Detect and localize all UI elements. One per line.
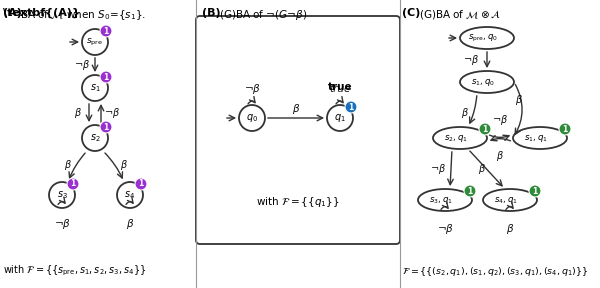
Text: 1: 1 bbox=[532, 187, 538, 196]
Ellipse shape bbox=[483, 189, 537, 211]
Text: $s_3, q_1$: $s_3, q_1$ bbox=[429, 194, 453, 206]
Text: $s_1, q_0$: $s_1, q_0$ bbox=[471, 77, 495, 88]
Text: $s_\mathrm{pre}, q_0$: $s_\mathrm{pre}, q_0$ bbox=[468, 33, 498, 43]
Text: $\neg\beta$: $\neg\beta$ bbox=[53, 217, 70, 231]
Text: 1: 1 bbox=[482, 124, 488, 134]
Text: with $\mathcal{F} = \{\{s_\mathrm{pre}, s_1, s_2, s_3, s_4\}\}$: with $\mathcal{F} = \{\{s_\mathrm{pre}, … bbox=[3, 264, 146, 278]
Circle shape bbox=[100, 71, 112, 83]
Circle shape bbox=[479, 123, 491, 135]
Circle shape bbox=[49, 182, 75, 208]
Ellipse shape bbox=[460, 71, 514, 93]
Text: $s_4, q_1$: $s_4, q_1$ bbox=[494, 194, 518, 206]
Text: $\beta$: $\beta$ bbox=[64, 158, 72, 171]
Text: $\beta$: $\beta$ bbox=[120, 158, 128, 171]
Text: $\neg\beta$: $\neg\beta$ bbox=[492, 113, 508, 127]
Text: 1: 1 bbox=[103, 73, 109, 82]
Text: BA of $\mathcal{M}$ when $S_0\!=\!\{s_1\}$.: BA of $\mathcal{M}$ when $S_0\!=\!\{s_1\… bbox=[20, 8, 146, 22]
Text: $\neg\beta$: $\neg\beta$ bbox=[104, 106, 120, 120]
Text: 1: 1 bbox=[103, 26, 109, 35]
Text: (A): (A) bbox=[3, 8, 22, 18]
Text: $s_1, q_1$: $s_1, q_1$ bbox=[524, 132, 548, 143]
Text: 1: 1 bbox=[467, 187, 473, 196]
Circle shape bbox=[559, 123, 571, 135]
Text: 1: 1 bbox=[70, 179, 76, 189]
Text: $\neg\beta$: $\neg\beta$ bbox=[463, 53, 479, 67]
Text: $\beta$: $\beta$ bbox=[292, 102, 300, 116]
Text: $\beta$: $\beta$ bbox=[515, 93, 523, 107]
Circle shape bbox=[464, 185, 476, 197]
Text: $s_2, q_1$: $s_2, q_1$ bbox=[444, 132, 468, 143]
Circle shape bbox=[239, 105, 265, 131]
Text: $s_4$: $s_4$ bbox=[124, 189, 136, 201]
Text: (G)BA of $\mathcal{M}\otimes\mathcal{A}$: (G)BA of $\mathcal{M}\otimes\mathcal{A}$ bbox=[419, 8, 501, 21]
Text: (B): (B) bbox=[202, 8, 221, 18]
Text: true: true bbox=[329, 84, 350, 94]
Circle shape bbox=[67, 178, 79, 190]
Text: (C): (C) bbox=[402, 8, 421, 18]
Ellipse shape bbox=[418, 189, 472, 211]
Text: $\neg\beta$: $\neg\beta$ bbox=[74, 58, 90, 72]
Circle shape bbox=[327, 105, 353, 131]
Text: $s_2$: $s_2$ bbox=[89, 132, 100, 144]
Text: $\beta$: $\beta$ bbox=[478, 162, 486, 176]
Text: $q_1$: $q_1$ bbox=[334, 112, 346, 124]
Circle shape bbox=[135, 178, 147, 190]
Text: with $\mathcal{F} = \{\{q_1\}\}$: with $\mathcal{F} = \{\{q_1\}\}$ bbox=[256, 195, 340, 209]
Text: 1: 1 bbox=[349, 103, 353, 111]
Text: $\mathcal{F} = \{\{(s_2,q_1),(s_1,q_2),(s_3,q_1),(s_4,q_1)\}\}$: $\mathcal{F} = \{\{(s_2,q_1),(s_1,q_2),(… bbox=[402, 265, 589, 278]
Text: $s_\mathrm{pre}$: $s_\mathrm{pre}$ bbox=[86, 37, 103, 48]
Text: $\neg\beta$: $\neg\beta$ bbox=[244, 82, 260, 96]
Text: $\beta$: $\beta$ bbox=[496, 149, 504, 163]
Text: $\beta$: $\beta$ bbox=[74, 106, 82, 120]
Circle shape bbox=[529, 185, 541, 197]
Circle shape bbox=[82, 75, 108, 101]
Circle shape bbox=[100, 25, 112, 37]
Text: $\neg\beta$: $\neg\beta$ bbox=[437, 222, 454, 236]
Circle shape bbox=[345, 101, 357, 113]
Text: true: true bbox=[328, 82, 352, 92]
Text: 1: 1 bbox=[103, 122, 109, 132]
Text: $s_3$: $s_3$ bbox=[56, 189, 67, 201]
Text: 1: 1 bbox=[139, 179, 143, 189]
Circle shape bbox=[100, 121, 112, 133]
Ellipse shape bbox=[460, 27, 514, 49]
Ellipse shape bbox=[513, 127, 567, 149]
Text: $q_0$: $q_0$ bbox=[246, 112, 258, 124]
Text: $\beta$: $\beta$ bbox=[506, 222, 514, 236]
Text: (G)BA of $\neg(G\neg\beta)$: (G)BA of $\neg(G\neg\beta)$ bbox=[219, 8, 307, 22]
Text: 1: 1 bbox=[562, 124, 568, 134]
Text: $\beta$: $\beta$ bbox=[461, 106, 469, 120]
Circle shape bbox=[82, 29, 108, 55]
Text: $s_1$: $s_1$ bbox=[89, 82, 100, 94]
Text: $\neg\beta$: $\neg\beta$ bbox=[430, 162, 446, 176]
Circle shape bbox=[82, 125, 108, 151]
Text: $\beta$: $\beta$ bbox=[126, 217, 134, 231]
Circle shape bbox=[117, 182, 143, 208]
Text: \textbf{(A)}: \textbf{(A)} bbox=[3, 8, 80, 18]
Ellipse shape bbox=[433, 127, 487, 149]
FancyBboxPatch shape bbox=[196, 16, 400, 244]
